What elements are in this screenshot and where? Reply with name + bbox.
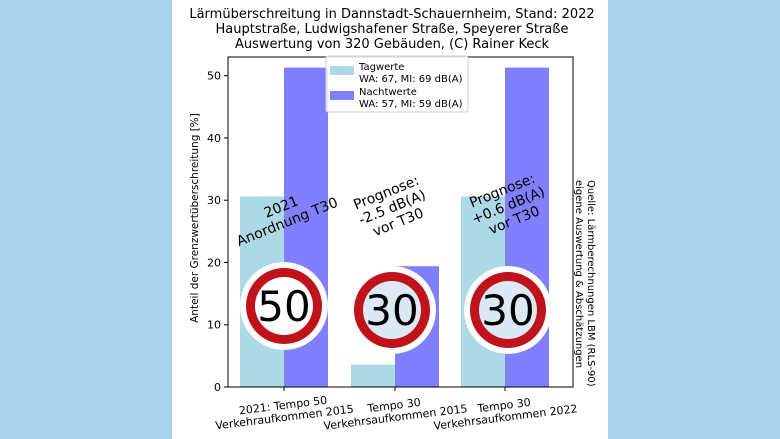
source-line-0: Quelle: Lärmberechnungen LBM (RLS-90) bbox=[585, 180, 596, 387]
y-tick-label-50: 50 bbox=[207, 70, 221, 83]
sign-number: 30 bbox=[481, 286, 534, 335]
y-tick-label-0: 0 bbox=[214, 381, 221, 394]
legend-label-0: Tagwerte bbox=[358, 62, 404, 73]
speed-sign-30-1: 30 bbox=[348, 266, 436, 354]
sign-number: 30 bbox=[365, 286, 418, 335]
legend-label-1: Nachtwerte bbox=[359, 87, 417, 98]
sign-center bbox=[363, 281, 421, 339]
y-tick-label-30: 30 bbox=[207, 194, 221, 207]
y-axis-label: Anteil der Grenzwertüberschreitung [%] bbox=[189, 113, 201, 323]
legend-sublabel-1: WA: 57, MI: 59 dB(A) bbox=[359, 99, 463, 110]
source-line-1: eigene Auswertung & Abschätzungen bbox=[573, 180, 584, 368]
title-line-1: Lärmüberschreitung in Dannstadt-Schauern… bbox=[189, 7, 594, 22]
speed-signs: 50 30 30 bbox=[240, 262, 552, 354]
legend-box bbox=[325, 55, 469, 113]
speed-sign-30-2: 30 bbox=[464, 266, 552, 354]
sign-center bbox=[255, 277, 313, 335]
sign-center bbox=[479, 281, 537, 339]
title-line-2: Hauptstraße, Ludwigshafener Straße, Spey… bbox=[216, 22, 569, 37]
legend-sublabel-0: WA: 67, MI: 69 dB(A) bbox=[359, 74, 463, 85]
bar-tag-1 bbox=[351, 364, 395, 387]
chart-title: Lärmüberschreitung in Dannstadt-Schauern… bbox=[189, 7, 594, 52]
y-tick-label-10: 10 bbox=[207, 319, 221, 332]
legend-swatch-1 bbox=[330, 91, 354, 100]
speed-sign-50-0: 50 bbox=[240, 262, 328, 350]
legend-swatch-0 bbox=[330, 66, 354, 75]
title-line-3: Auswertung von 320 Gebäuden, (C) Rainer … bbox=[235, 37, 550, 52]
y-tick-label-40: 40 bbox=[207, 132, 221, 145]
sign-number: 50 bbox=[257, 282, 310, 331]
annotation-1: Prognose:-2.5 dB(A)vor T30 bbox=[351, 173, 428, 240]
source-note: Quelle: Lärmberechnungen LBM (RLS-90)eig… bbox=[573, 180, 596, 387]
y-tick-label-20: 20 bbox=[207, 256, 221, 269]
